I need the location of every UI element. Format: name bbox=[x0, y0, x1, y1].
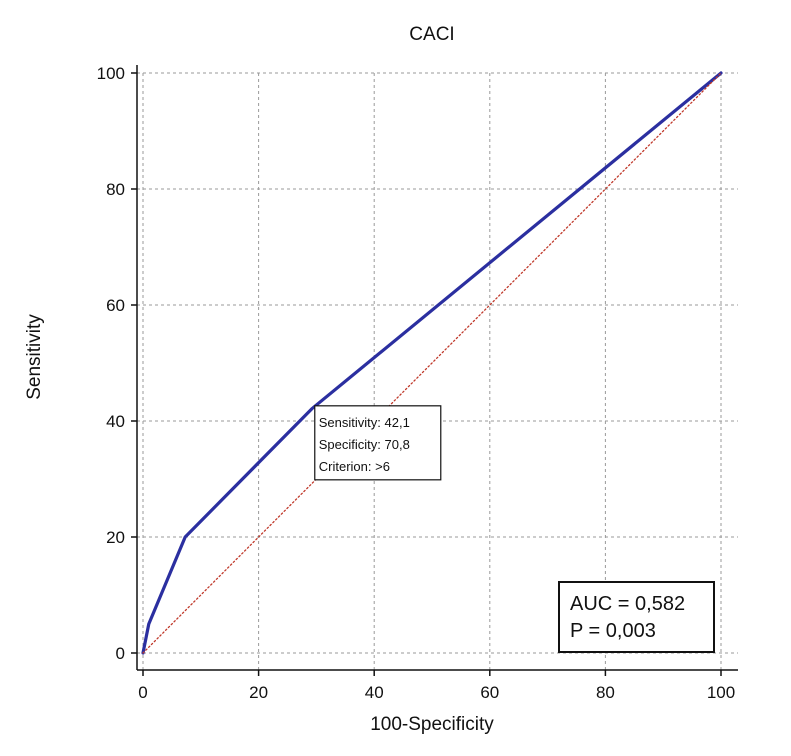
stats-line: P = 0,003 bbox=[570, 620, 656, 642]
y-tick-label: 0 bbox=[116, 644, 125, 663]
y-tick-label: 40 bbox=[106, 412, 125, 431]
tooltip-box bbox=[314, 405, 442, 481]
y-axis-title: Sensitivity bbox=[24, 314, 45, 400]
y-tick-label: 80 bbox=[106, 180, 125, 199]
chart-title: CACI bbox=[409, 24, 454, 45]
x-tick-label: 60 bbox=[480, 683, 499, 702]
criterion-tooltip: Sensitivity: 42,1 Specificity: 70,8 Criter… bbox=[314, 405, 442, 481]
axes bbox=[131, 65, 738, 676]
x-tick-label: 80 bbox=[596, 683, 615, 702]
stats-box: AUC = 0,582 P = 0,003 bbox=[558, 581, 715, 653]
roc-curve bbox=[141, 71, 723, 655]
y-tick-label: 20 bbox=[106, 528, 125, 547]
tooltip-line: Specificity: 70,8 bbox=[319, 437, 410, 452]
stats-box-frame bbox=[558, 581, 715, 653]
y-tick-label: 60 bbox=[106, 296, 125, 315]
stats-line: AUC = 0,582 bbox=[570, 593, 685, 615]
grid bbox=[137, 72, 738, 670]
x-tick-label: 20 bbox=[249, 683, 268, 702]
x-tick-label: 100 bbox=[707, 683, 735, 702]
reference-diagonal bbox=[142, 72, 722, 654]
x-tick-label: 40 bbox=[365, 683, 384, 702]
tooltip-line: Criterion: >6 bbox=[319, 459, 390, 474]
series-layer bbox=[141, 71, 723, 655]
y-tick-label: 100 bbox=[97, 64, 125, 83]
tooltip-line: Sensitivity: 42,1 bbox=[319, 415, 410, 430]
x-tick-label: 0 bbox=[138, 683, 147, 702]
x-axis-title: 100-Specificity bbox=[370, 714, 494, 735]
tick-labels: 0 20 40 60 80 100 0 20 40 60 80 100 bbox=[97, 64, 736, 702]
